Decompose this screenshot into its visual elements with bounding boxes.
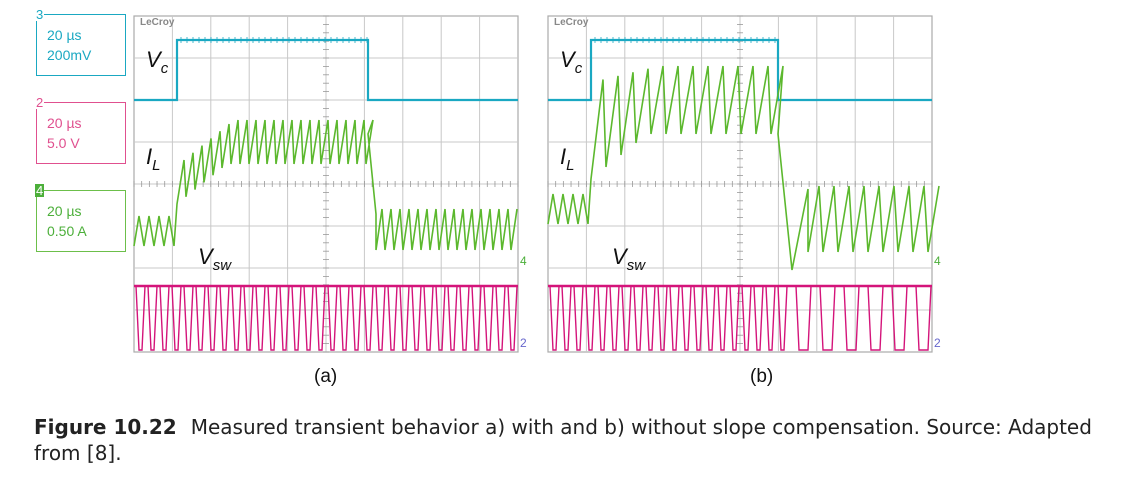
- legend-timebase: 20 µs: [47, 27, 82, 43]
- legend-scale: 200mV: [47, 47, 92, 63]
- channel-2-marker: 2: [520, 336, 527, 350]
- brand-logo: LeCroy: [140, 17, 175, 28]
- il-trace: [133, 119, 518, 251]
- brand-logo: LeCroy: [554, 17, 589, 28]
- legend-channel-2: 2 20 µs 5.0 V: [35, 96, 126, 164]
- legend-scale: 5.0 V: [47, 135, 80, 151]
- oscilloscope-screen-a: LeCroy Vc IL Vsw 4 2: [133, 15, 527, 353]
- il-label: IL: [560, 144, 574, 174]
- legend-channel-number: 2: [35, 95, 45, 110]
- channel-4-marker: 4: [934, 254, 941, 268]
- caption-text: Measured transient behavior a) with and …: [34, 415, 1092, 465]
- vsw-label: Vsw: [198, 244, 232, 274]
- vc-trace: [134, 38, 518, 102]
- legend-timebase: 20 µs: [47, 115, 82, 131]
- legend-timebase: 20 µs: [47, 203, 82, 219]
- legend-channel-3: 3 20 µs 200mV: [35, 8, 126, 76]
- caption-label: Figure 10.22: [34, 415, 177, 439]
- il-trace: [547, 65, 940, 271]
- legend-channel-4: 4 20 µs 0.50 A: [35, 184, 126, 252]
- channel-4-marker: 4: [520, 254, 527, 268]
- scope-panel-a: LeCroy Vc IL Vsw 4 2: [132, 14, 527, 354]
- legend-scale: 0.50 A: [47, 223, 87, 239]
- oscilloscope-screen-b: LeCroy Vc IL Vsw 4 2: [547, 15, 941, 353]
- channel-2-marker: 2: [934, 336, 941, 350]
- panel-label-a: (a): [314, 366, 338, 387]
- legend-channel-number: 3: [35, 7, 45, 22]
- il-label: IL: [146, 144, 160, 174]
- vc-label: Vc: [560, 47, 583, 77]
- figure-caption: Figure 10.22 Measured transient behavior …: [34, 414, 1119, 466]
- vc-trace: [548, 38, 932, 102]
- panel-label-b: (b): [750, 366, 774, 387]
- legend-channel-number: 4: [35, 183, 45, 198]
- vsw-label: Vsw: [612, 244, 646, 274]
- scope-panel-b: LeCroy Vc IL Vsw 4 2: [546, 14, 941, 354]
- vc-label: Vc: [146, 47, 169, 77]
